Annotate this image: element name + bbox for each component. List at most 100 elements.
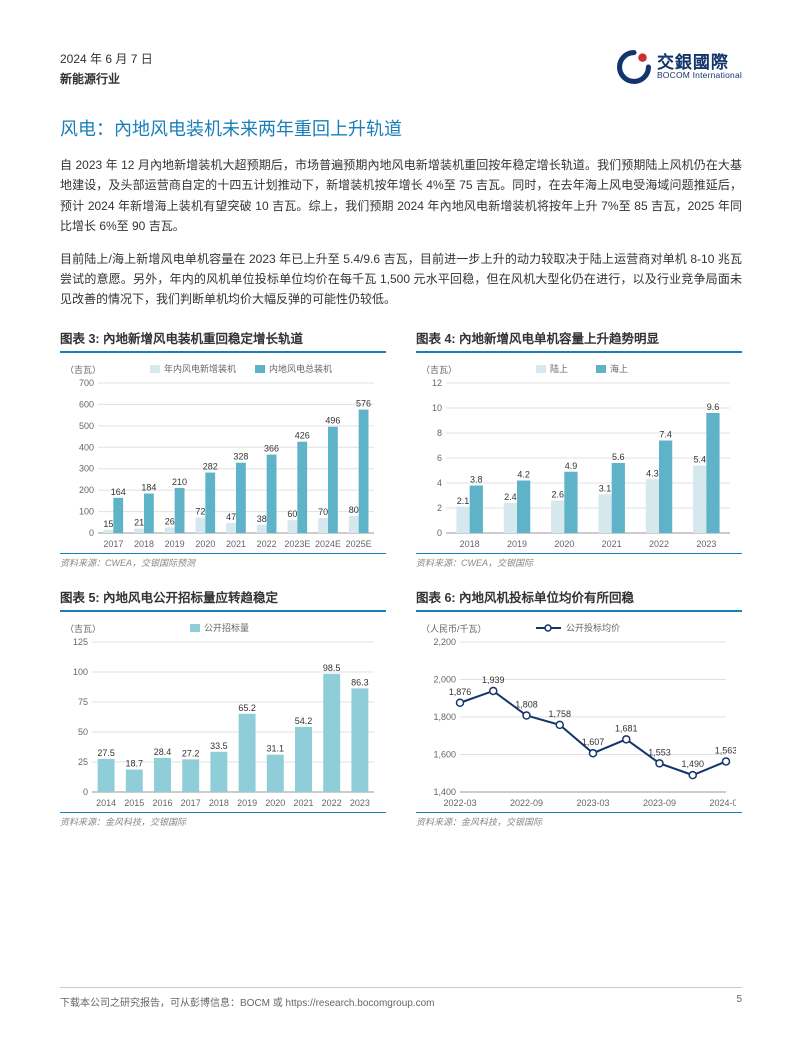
svg-text:3.1: 3.1	[599, 483, 612, 493]
svg-text:2018: 2018	[209, 798, 229, 808]
svg-text:内地风电总装机: 内地风电总装机	[269, 363, 332, 374]
svg-text:4: 4	[437, 478, 442, 488]
svg-text:2023-09: 2023-09	[643, 798, 676, 808]
section-title: 风电：內地风电装机未来两年重回上升轨道	[60, 115, 742, 141]
svg-text:2022-09: 2022-09	[510, 798, 543, 808]
chart6-source: 资料来源：金风科技，交银国际	[416, 812, 742, 828]
svg-text:2023: 2023	[350, 798, 370, 808]
svg-text:（吉瓦）: （吉瓦）	[65, 624, 101, 634]
svg-text:26: 26	[165, 516, 175, 526]
svg-text:2014: 2014	[96, 798, 116, 808]
svg-text:2017: 2017	[103, 539, 123, 549]
svg-text:15: 15	[103, 519, 113, 529]
svg-text:（吉瓦）: （吉瓦）	[421, 365, 457, 375]
svg-text:2019: 2019	[165, 539, 185, 549]
header-meta: 2024 年 6 月 7 日 新能源行业	[60, 50, 153, 87]
svg-text:50: 50	[78, 727, 88, 737]
svg-text:公开投标均价: 公开投标均价	[566, 622, 620, 633]
svg-text:60: 60	[287, 509, 297, 519]
svg-text:400: 400	[79, 442, 94, 452]
svg-text:21: 21	[134, 517, 144, 527]
svg-text:496: 496	[325, 415, 340, 425]
svg-text:2,200: 2,200	[433, 637, 456, 647]
svg-text:2: 2	[437, 503, 442, 513]
svg-text:2.1: 2.1	[457, 495, 470, 505]
logo-text-cn: 交銀國際	[657, 54, 742, 72]
svg-text:31.1: 31.1	[267, 743, 285, 753]
svg-text:1,876: 1,876	[449, 686, 472, 696]
svg-text:2021: 2021	[293, 798, 313, 808]
svg-text:年内风电新增装机: 年内风电新增装机	[164, 363, 236, 374]
svg-text:2019: 2019	[237, 798, 257, 808]
chart4: （吉瓦）陆上海上0246810122.13.820182.44.220192.6…	[416, 361, 742, 551]
svg-text:4.3: 4.3	[646, 468, 659, 478]
svg-text:1,758: 1,758	[548, 709, 571, 719]
svg-text:海上: 海上	[610, 363, 628, 374]
svg-text:1,490: 1,490	[681, 759, 704, 769]
svg-text:500: 500	[79, 421, 94, 431]
svg-text:5.4: 5.4	[693, 454, 706, 464]
chart3-source: 资料来源：CWEA，交银国际预测	[60, 553, 386, 569]
logo-text-en: BOCOM International	[657, 71, 742, 80]
chart6: （人民币/千瓦）公开投标均价1,4001,6001,8002,0002,2001…	[416, 620, 742, 810]
chart5-title: 图表 5: 內地风电公开招标量应转趋稳定	[60, 587, 386, 612]
svg-text:700: 700	[79, 378, 94, 388]
svg-text:2020: 2020	[195, 539, 215, 549]
svg-text:1,563: 1,563	[715, 745, 736, 755]
svg-text:1,800: 1,800	[433, 712, 456, 722]
svg-text:576: 576	[356, 398, 371, 408]
svg-text:18.7: 18.7	[126, 758, 144, 768]
svg-text:328: 328	[233, 451, 248, 461]
svg-text:2,000: 2,000	[433, 674, 456, 684]
svg-text:公开招标量: 公开招标量	[204, 622, 249, 633]
svg-text:100: 100	[79, 506, 94, 516]
svg-text:125: 125	[73, 637, 88, 647]
svg-text:2019: 2019	[507, 539, 527, 549]
svg-text:1,808: 1,808	[515, 699, 538, 709]
svg-text:12: 12	[432, 378, 442, 388]
svg-text:0: 0	[89, 528, 94, 538]
svg-text:2.6: 2.6	[551, 489, 564, 499]
logo-icon	[617, 50, 651, 84]
svg-text:70: 70	[318, 507, 328, 517]
page-header: 2024 年 6 月 7 日 新能源行业 交銀國際 BOCOM Internat…	[60, 50, 742, 87]
svg-text:2023: 2023	[696, 539, 716, 549]
svg-text:600: 600	[79, 399, 94, 409]
svg-text:2022: 2022	[257, 539, 277, 549]
svg-text:33.5: 33.5	[210, 741, 228, 751]
svg-text:282: 282	[203, 461, 218, 471]
svg-text:2021: 2021	[602, 539, 622, 549]
svg-text:426: 426	[295, 430, 310, 440]
svg-text:2021: 2021	[226, 539, 246, 549]
svg-text:28.4: 28.4	[154, 747, 172, 757]
page-footer: 下载本公司之研究报告，可从彭博信息：BOCM 或 https://researc…	[60, 987, 742, 1009]
svg-text:1,607: 1,607	[582, 737, 605, 747]
svg-text:0: 0	[83, 787, 88, 797]
svg-text:（吉瓦）: （吉瓦）	[65, 365, 101, 375]
svg-text:200: 200	[79, 485, 94, 495]
svg-text:2023E: 2023E	[284, 539, 310, 549]
svg-text:7.4: 7.4	[659, 429, 672, 439]
svg-text:陆上: 陆上	[550, 363, 568, 374]
svg-text:72: 72	[195, 506, 205, 516]
svg-text:0: 0	[437, 528, 442, 538]
svg-text:2020: 2020	[554, 539, 574, 549]
chart6-title: 图表 6: 內地风机投标单位均价有所回稳	[416, 587, 742, 612]
svg-text:2023-03: 2023-03	[576, 798, 609, 808]
svg-text:8: 8	[437, 428, 442, 438]
svg-text:86.3: 86.3	[351, 677, 369, 687]
svg-text:2018: 2018	[134, 539, 154, 549]
svg-text:54.2: 54.2	[295, 716, 313, 726]
svg-text:75: 75	[78, 697, 88, 707]
svg-text:2015: 2015	[124, 798, 144, 808]
svg-text:25: 25	[78, 757, 88, 767]
svg-text:2018: 2018	[460, 539, 480, 549]
company-logo: 交銀國際 BOCOM International	[617, 50, 742, 84]
svg-text:47: 47	[226, 512, 236, 522]
svg-text:1,939: 1,939	[482, 675, 505, 685]
svg-text:2022-03: 2022-03	[443, 798, 476, 808]
svg-text:38: 38	[257, 514, 267, 524]
svg-text:210: 210	[172, 477, 187, 487]
svg-text:4.2: 4.2	[517, 469, 530, 479]
svg-text:2016: 2016	[152, 798, 172, 808]
